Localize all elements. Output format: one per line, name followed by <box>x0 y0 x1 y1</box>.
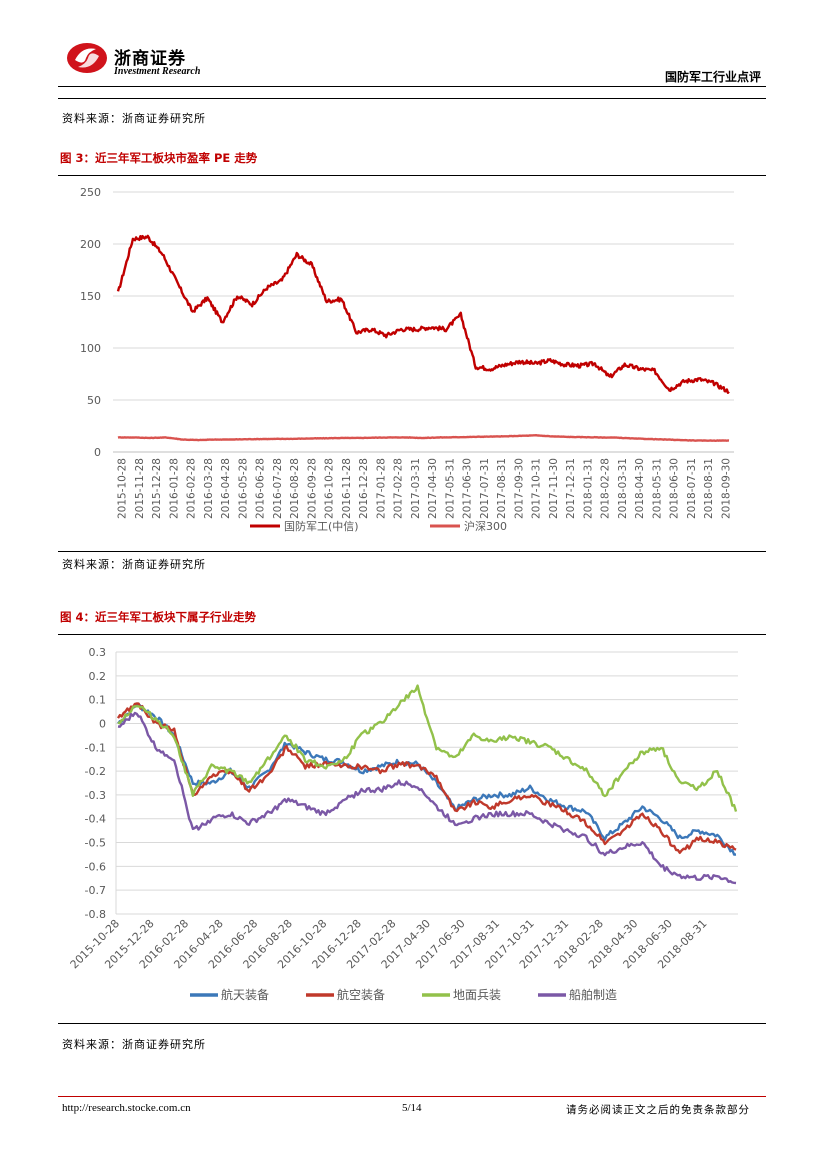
y-tick-label: 200 <box>80 238 101 251</box>
source-note-figure4: 资料来源：浙商证券研究所 <box>62 1038 206 1051</box>
y-tick-label: -0.5 <box>85 837 106 850</box>
chart3-legend: 国防军工(中信) 沪深300 <box>250 519 507 533</box>
section-rule <box>58 98 766 99</box>
y-tick-label: 100 <box>80 342 101 355</box>
source-note-top: 资料来源：浙商证券研究所 <box>62 112 206 125</box>
figure4-chart: 0.3 0.2 0.1 0 -0.1 -0.2 -0.3 -0.4 -0.5 -0.6 -0.7 -0… <box>68 646 738 1002</box>
brand-name-cn: 浙商证券 <box>114 49 186 69</box>
x-tick-label: 2017-03-31 <box>410 458 422 519</box>
x-tick-label: 2016-04-28 <box>220 458 232 519</box>
y-tick-label: -0.4 <box>85 813 106 826</box>
series-line-3 <box>117 684 738 812</box>
x-tick-label: 2018-06-30 <box>669 458 681 519</box>
series-line-1 <box>117 702 737 856</box>
header-rule <box>58 86 766 87</box>
legend-label: 沪深300 <box>464 519 507 533</box>
x-tick-label: 2018-04-30 <box>634 458 646 519</box>
x-tick-label: 2017-07-31 <box>479 458 491 519</box>
x-tick-label: 2017-02-28 <box>393 458 405 519</box>
y-tick-label: -0.8 <box>85 908 106 921</box>
x-tick-label: 2018-05-31 <box>651 458 663 519</box>
figure4-bottom-rule <box>58 1023 766 1024</box>
series-line-2 <box>117 434 730 442</box>
figure3-top-rule <box>58 175 766 176</box>
y-tick-label: 50 <box>87 394 101 407</box>
x-tick-label: 2016-02-28 <box>186 458 198 519</box>
legend-label: 航天装备 <box>221 987 269 1002</box>
x-tick-label: 2015-11-28 <box>134 458 146 519</box>
y-tick-label: 250 <box>80 186 101 199</box>
legend-label: 船舶制造 <box>569 987 617 1002</box>
series-line-1 <box>116 234 730 394</box>
x-tick-label: 2015-12-28 <box>151 458 163 519</box>
legend-label: 地面兵装 <box>453 988 501 1002</box>
y-tick-label: 0 <box>99 717 106 730</box>
y-tick-label: -0.2 <box>85 765 106 778</box>
x-tick-label: 2018-01-31 <box>582 458 594 519</box>
x-tick-label: 2017-12-31 <box>565 458 577 519</box>
y-tick-label: -0.3 <box>85 789 106 802</box>
x-tick-label: 2016-06-28 <box>255 458 267 519</box>
logo-emblem-icon <box>67 43 107 73</box>
footer-disclaimer: 请务必阅读正文之后的免责条款部分 <box>566 1104 750 1116</box>
y-tick-label: -0.6 <box>85 860 106 873</box>
y-tick-label: 150 <box>80 290 101 303</box>
x-tick-label: 2018-09-30 <box>720 458 732 519</box>
x-tick-label: 2016-07-28 <box>272 458 284 519</box>
figure4-title: 图 4：近三年军工板块下属子行业走势 <box>60 610 257 624</box>
x-tick-label: 2017-01-28 <box>375 458 387 519</box>
figure3-bottom-rule <box>58 551 766 552</box>
x-tick-label: 2018-02-28 <box>600 458 612 519</box>
x-tick-label: 2016-08-28 <box>289 458 301 519</box>
x-tick-label: 2017-09-30 <box>513 458 525 519</box>
x-tick-label: 2016-12-28 <box>358 458 370 519</box>
x-tick-label: 2017-08-31 <box>496 458 508 519</box>
series-line-4 <box>117 711 737 885</box>
footer-url[interactable]: http://research.stocke.com.cn <box>62 1102 191 1114</box>
source-note-figure3: 资料来源：浙商证券研究所 <box>62 558 206 571</box>
y-tick-label: -0.7 <box>85 884 106 897</box>
figure4-top-rule <box>58 634 766 635</box>
x-tick-label: 2018-08-31 <box>703 458 715 519</box>
page-number: 5/14 <box>402 1102 422 1114</box>
x-tick-label: 2018-03-31 <box>617 458 629 519</box>
y-tick-label: 0 <box>94 446 101 459</box>
x-tick-label: 2017-05-31 <box>444 458 456 519</box>
x-tick-label: 2016-03-28 <box>203 458 215 519</box>
y-tick-label: -0.1 <box>85 741 106 754</box>
x-tick-label: 2016-05-28 <box>237 458 249 519</box>
x-tick-label: 2016-01-28 <box>168 458 180 519</box>
brand-name-en: Investment Research <box>114 66 201 77</box>
x-tick-label: 2016-10-28 <box>324 458 336 519</box>
y-tick-label: 0.3 <box>89 646 107 659</box>
legend-label: 国防军工(中信) <box>284 519 359 533</box>
legend-label: 航空装备 <box>337 987 385 1002</box>
y-tick-label: 0.1 <box>89 694 107 707</box>
footer-rule <box>58 1096 766 1097</box>
x-tick-label: 2017-06-30 <box>462 458 474 519</box>
x-tick-label: 2016-11-28 <box>341 458 353 519</box>
figure3-title: 图 3：近三年军工板块市盈率 PE 走势 <box>60 151 258 165</box>
x-tick-label: 2016-09-28 <box>306 458 318 519</box>
x-tick-label: 2018-07-31 <box>686 458 698 519</box>
report-type: 国防军工行业点评 <box>664 70 761 84</box>
figure3-chart: 0 50 100 150 200 250 2015-10-28 2015-11-28 2015-… <box>80 186 734 533</box>
series-line-2 <box>116 702 737 854</box>
company-logo <box>66 40 108 76</box>
chart4-legend: 航天装备 航空装备 地面兵装 船舶制造 <box>190 987 617 1002</box>
x-tick-label: 2015-10-28 <box>117 458 129 519</box>
x-tick-label: 2017-11-30 <box>548 458 560 519</box>
x-tick-label: 2017-04-30 <box>427 458 439 519</box>
y-tick-label: 0.2 <box>89 670 107 683</box>
x-tick-label: 2017-10-31 <box>531 458 543 519</box>
